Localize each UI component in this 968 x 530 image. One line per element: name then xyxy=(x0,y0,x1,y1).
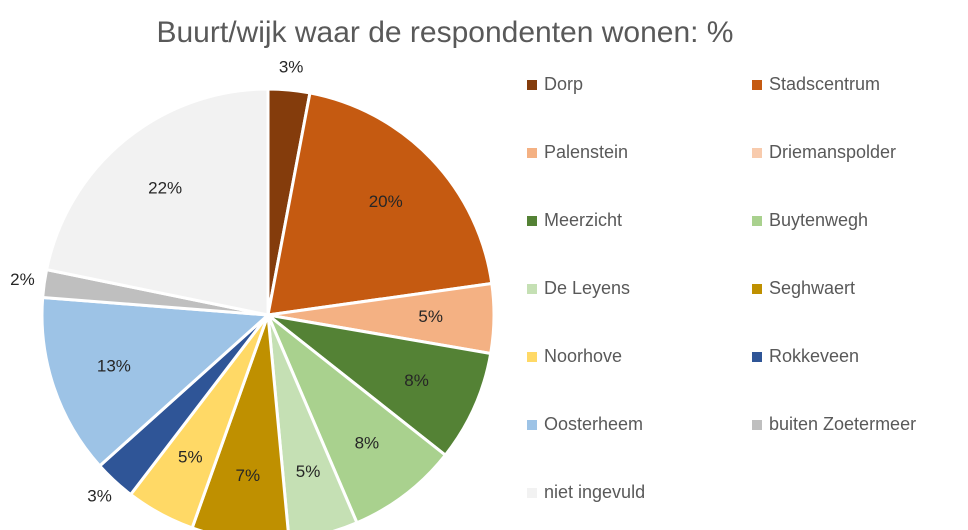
data-label: 3% xyxy=(279,58,304,77)
data-label: 8% xyxy=(404,371,429,390)
data-label: 8% xyxy=(355,434,380,453)
legend-label: Seghwaert xyxy=(769,278,855,298)
data-label: 5% xyxy=(178,447,203,466)
legend-label: De Leyens xyxy=(544,278,630,298)
legend-swatch xyxy=(527,488,537,498)
pie-slice xyxy=(40,295,272,468)
data-label: 5% xyxy=(296,462,321,481)
pie-slice xyxy=(266,314,359,530)
chart-title: Buurt/wijk waar de respondenten wonen: % xyxy=(156,16,733,49)
legend-swatch xyxy=(752,284,762,294)
pie-slice xyxy=(267,313,493,458)
legend-label: buiten Zoetermeer xyxy=(769,414,916,434)
legend-label: Meerzicht xyxy=(544,210,622,230)
legend-label: Palenstein xyxy=(544,142,628,162)
legend-swatch xyxy=(752,80,762,90)
pie-slice xyxy=(44,87,270,317)
legend-label: niet ingevuld xyxy=(544,482,645,502)
legend-swatch xyxy=(752,352,762,362)
legend-label: Driemanspolder xyxy=(769,142,896,162)
legend-swatch xyxy=(527,420,537,430)
legend-label: Stadscentrum xyxy=(769,74,880,94)
data-label: 13% xyxy=(97,357,131,376)
data-label: 5% xyxy=(418,307,443,326)
pie-slice xyxy=(266,91,494,317)
legend-label: Buytenwegh xyxy=(769,210,868,230)
data-label: 3% xyxy=(87,487,112,506)
legend-swatch xyxy=(527,284,537,294)
data-label: 2% xyxy=(10,270,35,289)
legend-swatch xyxy=(527,216,537,226)
legend-label: Dorp xyxy=(544,74,583,94)
legend-swatch xyxy=(527,352,537,362)
legend-swatch xyxy=(752,420,762,430)
legend-label: Oosterheem xyxy=(544,414,643,434)
legend-label: Rokkeveen xyxy=(769,346,859,366)
legend-swatch xyxy=(752,216,762,226)
legend-label: Noorhove xyxy=(544,346,622,366)
legend-swatch xyxy=(527,80,537,90)
legend-swatch xyxy=(752,148,762,158)
data-label: 7% xyxy=(236,466,261,485)
data-label: 22% xyxy=(148,178,182,197)
data-label: 20% xyxy=(369,192,403,211)
legend-swatch xyxy=(527,148,537,158)
pie-slice xyxy=(266,313,448,525)
